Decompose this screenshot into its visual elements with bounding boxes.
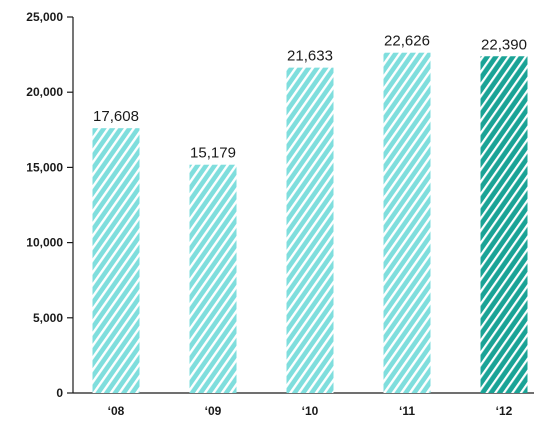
- data-label-2: 21,633: [287, 48, 333, 65]
- y-tick-label: 25,000: [26, 10, 63, 24]
- axis-layer: 0 5,000 10,000 15,000 20,000 25,000: [26, 10, 534, 400]
- data-label-1: 15,179: [190, 145, 236, 162]
- bar-1: [189, 164, 237, 393]
- bar-2: [286, 67, 334, 393]
- y-tick-label: 0: [56, 386, 63, 400]
- data-label-4: 22,390: [481, 36, 527, 53]
- bar-4: [480, 56, 528, 394]
- data-label-3: 22,626: [384, 33, 430, 50]
- data-label-0: 17,608: [93, 108, 139, 125]
- bars-layer: [92, 52, 528, 394]
- bar-0: [92, 128, 140, 394]
- y-tick-label: 20,000: [26, 85, 63, 99]
- bar-3: [383, 52, 431, 394]
- x-tick-label-3: ‘11: [399, 404, 415, 418]
- x-tick-label-0: ‘08: [108, 404, 125, 418]
- labels-layer: 17,608 ‘08 15,179 ‘09 21,633 ‘10 22,626 ‘11 22,3…: [93, 33, 527, 418]
- x-tick-label-4: ‘12: [496, 404, 513, 418]
- y-tick-label: 5,000: [33, 311, 63, 325]
- y-tick-label: 10,000: [26, 236, 63, 250]
- y-tick-label: 15,000: [26, 160, 63, 174]
- x-tick-label-1: ‘09: [205, 404, 222, 418]
- x-tick-label-2: ‘10: [302, 404, 319, 418]
